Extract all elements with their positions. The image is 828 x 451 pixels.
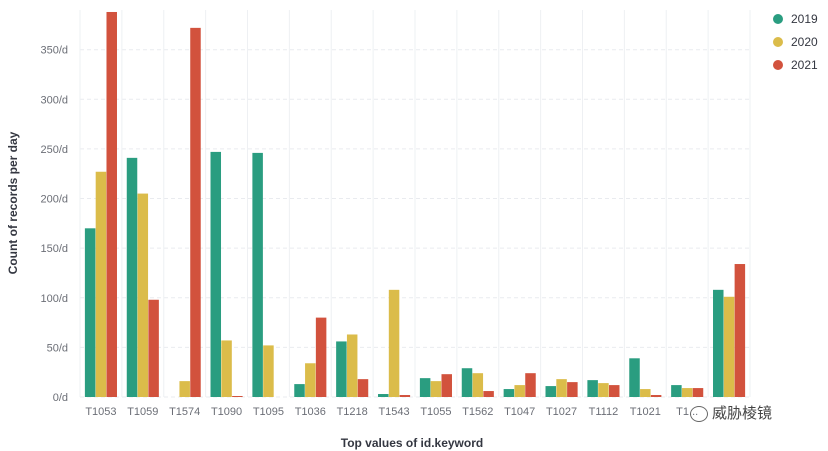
bar-2019-T1218[interactable]	[336, 341, 347, 397]
bar-2020-T1059[interactable]	[137, 193, 149, 397]
x-tick-label: T1218	[337, 406, 368, 418]
bar-2020-T1574[interactable]	[179, 381, 190, 397]
y-tick-label: 100/d	[40, 293, 68, 305]
bar-2021-T1574[interactable]	[190, 27, 201, 397]
bar-2019-T1055[interactable]	[419, 378, 431, 397]
y-tick-label: 350/d	[40, 45, 68, 57]
bar-2019-T1095[interactable]	[252, 152, 263, 397]
bar-2020-extra[interactable]	[723, 296, 735, 397]
bar-2021-T1...[interactable]	[692, 388, 704, 397]
bar-2020-T1...[interactable]	[681, 388, 693, 397]
bar-2019-T1090[interactable]	[210, 151, 222, 397]
bar-2021-T1027[interactable]	[567, 382, 578, 397]
x-axis-title: Top values of id.keyword	[341, 436, 483, 450]
bar-2021-T1543[interactable]	[399, 395, 411, 397]
x-tick-label: T1574	[169, 406, 200, 418]
legend-label[interactable]: 2020	[791, 35, 818, 49]
y-tick-label: 50/d	[47, 342, 68, 354]
y-tick-label: 250/d	[40, 144, 68, 156]
x-tick-label: T1021	[630, 406, 661, 418]
bar-2020-T1047[interactable]	[514, 385, 525, 397]
bar-2021-T1059[interactable]	[148, 299, 159, 397]
wechat-icon	[690, 405, 708, 422]
bar-2019-T1036[interactable]	[294, 384, 305, 397]
bar-2021-T1055[interactable]	[441, 374, 452, 397]
legend[interactable]: 2019 2020 2021	[773, 12, 818, 72]
gridlines	[79, 10, 751, 398]
bar-2020-T1027[interactable]	[556, 379, 567, 397]
y-tick-label: 0/d	[53, 392, 68, 404]
x-axis-ticks: T1053 T1059 T1574 T1090 T1095 T1036 T1218 T1543…	[85, 406, 698, 418]
bar-2019-T1543[interactable]	[378, 394, 389, 397]
bar-2021-T1021[interactable]	[650, 395, 662, 397]
bar-2021-T1053[interactable]	[106, 11, 117, 397]
bar-2020-T1036[interactable]	[305, 363, 316, 397]
bar-2019-T1562[interactable]	[461, 368, 473, 397]
bar-2021-T1218[interactable]	[357, 379, 369, 397]
bar-2021-extra[interactable]	[734, 264, 746, 397]
bar-2019-T1027[interactable]	[545, 386, 557, 397]
x-tick-label: T1090	[211, 406, 242, 418]
x-tick-label: T1543	[378, 406, 409, 418]
bars	[84, 11, 746, 397]
watermark-text: 威胁棱镜	[712, 404, 773, 422]
bar-2019-T1...[interactable]	[671, 385, 682, 397]
bar-2020-T1090[interactable]	[221, 340, 232, 397]
legend-marker	[773, 60, 783, 70]
x-tick-label: T1112	[589, 406, 619, 418]
bar-2020-T1112[interactable]	[598, 383, 609, 397]
legend-marker	[773, 14, 783, 24]
legend-label[interactable]: 2021	[791, 58, 818, 72]
y-axis-title: Count of records per day	[6, 131, 20, 274]
y-tick-label: 300/d	[40, 94, 68, 106]
bar-2021-T1112[interactable]	[608, 385, 620, 397]
x-tick-label: T1095	[253, 406, 284, 418]
bar-2020-T1543[interactable]	[388, 289, 400, 397]
bar-2021-T1047[interactable]	[525, 373, 536, 397]
bar-2020-T1218[interactable]	[346, 334, 358, 397]
bar-2019-T1059[interactable]	[126, 157, 138, 397]
y-axis-ticks: 0/d 50/d 100/d 150/d 200/d 250/d 300/d 350/d	[40, 45, 68, 404]
x-tick-label: T1059	[127, 406, 158, 418]
bar-2020-T1053[interactable]	[95, 171, 107, 397]
legend-label[interactable]: 2019	[791, 12, 818, 26]
x-tick-label: T1047	[504, 406, 535, 418]
bar-2021-T1562[interactable]	[483, 391, 494, 397]
bar-2020-T1562[interactable]	[472, 373, 484, 397]
y-tick-label: 200/d	[40, 194, 68, 206]
bar-2021-T1090[interactable]	[232, 396, 243, 397]
bar-2019-extra[interactable]	[713, 289, 724, 397]
watermark: 威胁棱镜	[690, 402, 772, 423]
bar-2019-T1021[interactable]	[629, 358, 640, 397]
x-tick-label: T1036	[295, 406, 326, 418]
bar-2020-T1055[interactable]	[430, 381, 442, 397]
x-tick-label: T1053	[85, 406, 116, 418]
bar-2019-T1112[interactable]	[587, 380, 598, 397]
x-tick-label: T1055	[420, 406, 451, 418]
bar-2019-T1053[interactable]	[84, 228, 96, 397]
y-tick-label: 150/d	[40, 243, 68, 255]
bar-2021-T1036[interactable]	[315, 317, 327, 397]
bar-2020-T1021[interactable]	[640, 389, 651, 397]
x-tick-label: T1027	[546, 406, 577, 418]
legend-marker	[773, 37, 783, 47]
x-tick-label: T1562	[462, 406, 493, 418]
bar-2020-T1095[interactable]	[263, 345, 274, 397]
bar-2019-T1047[interactable]	[503, 389, 515, 397]
